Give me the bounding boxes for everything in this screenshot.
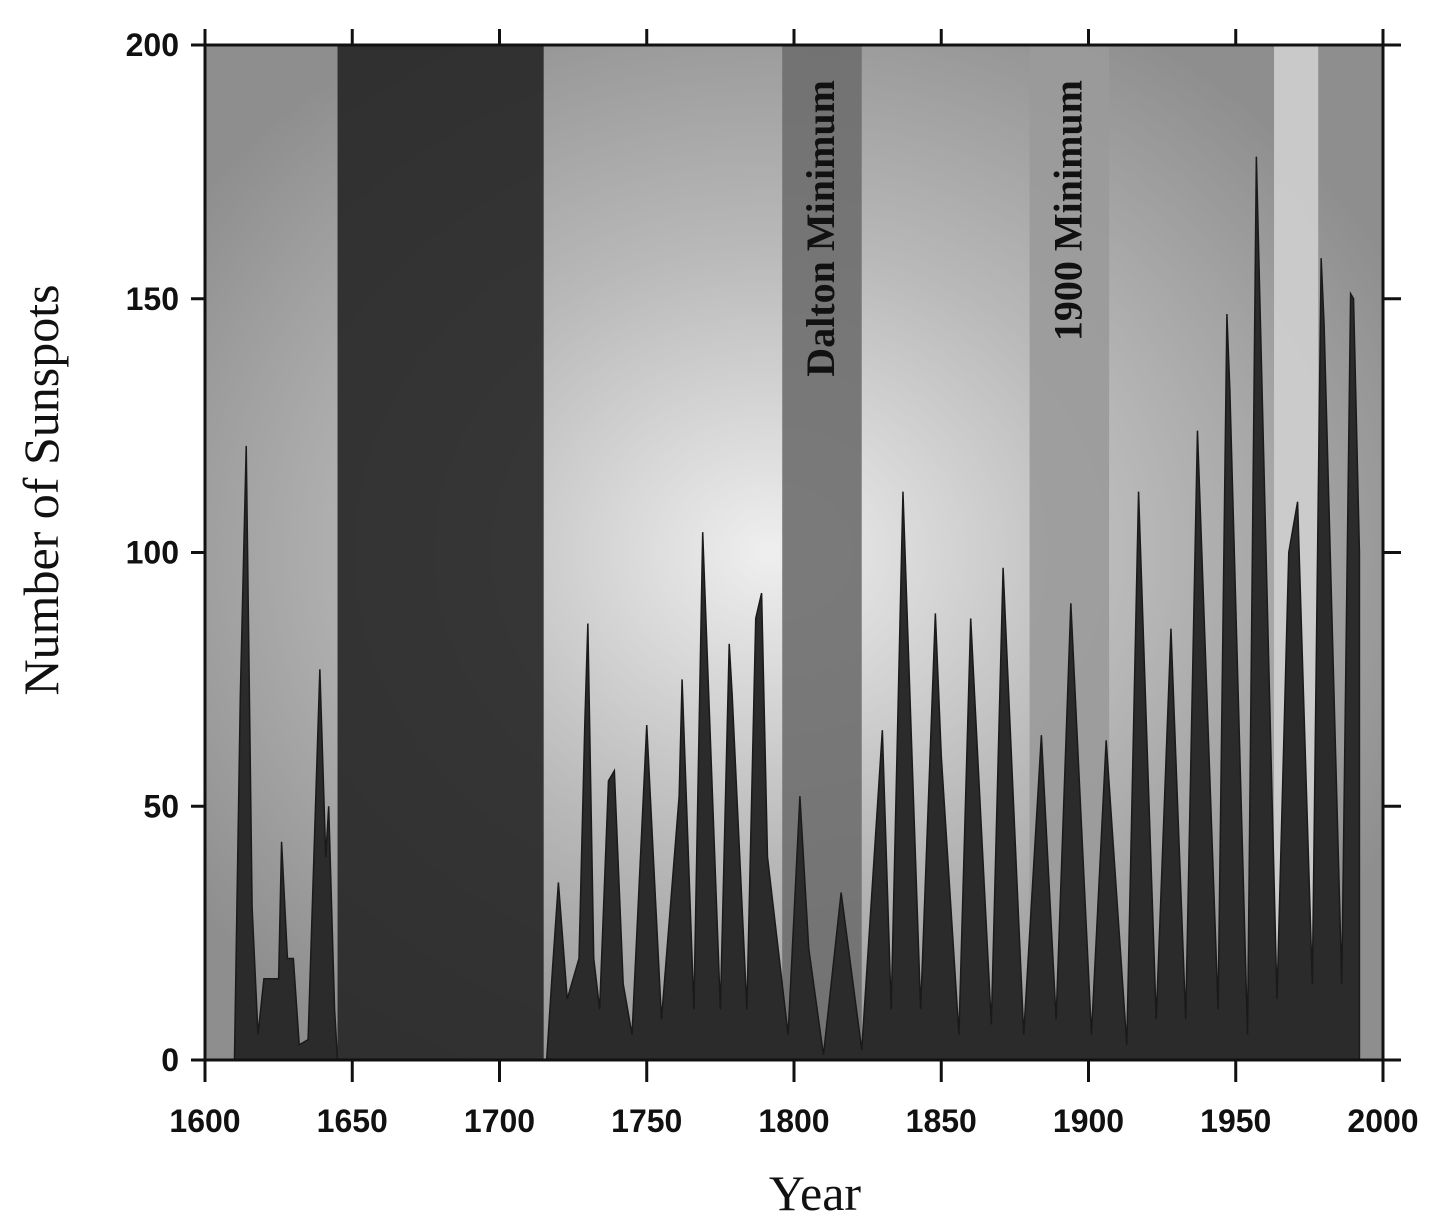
x-tick-label: 1800 [758,1103,829,1139]
x-tick-label: 1750 [611,1103,682,1139]
x-tick-label: 1700 [464,1103,535,1139]
x-tick-label: 1600 [169,1103,240,1139]
x-axis-label: Year [769,1165,861,1221]
shaded-region [337,45,544,1060]
y-tick-label: 150 [126,281,179,317]
x-tick-label: 1650 [317,1103,388,1139]
x-tick-label: 1850 [906,1103,977,1139]
region-label: Dalton Minimum [798,80,843,377]
x-tick-label: 2000 [1347,1103,1418,1139]
y-tick-label: 0 [161,1042,179,1078]
region-label: 1900 Minimum [1045,80,1090,341]
y-tick-label: 50 [143,788,179,824]
y-tick-label: 200 [126,27,179,63]
x-tick-label: 1950 [1200,1103,1271,1139]
x-tick-label: 1900 [1053,1103,1124,1139]
area [233,156,1361,1061]
y-tick-label: 100 [126,535,179,571]
y-axis-label: Number of Sunspots [13,284,69,695]
